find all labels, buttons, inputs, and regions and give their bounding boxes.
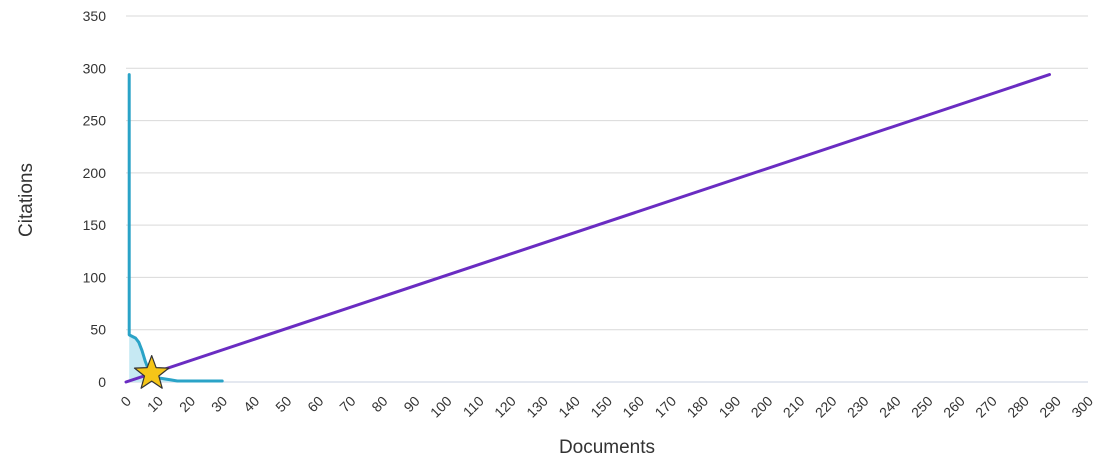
series-1-line: [124, 73, 1051, 384]
x-tick-label-80: 80: [368, 393, 390, 415]
x-tick-label-290: 290: [1036, 393, 1064, 421]
x-tick-label-110: 110: [460, 393, 487, 420]
x-tick-label-90: 90: [400, 393, 422, 415]
x-tick-label-230: 230: [844, 393, 872, 421]
x-tick-label-210: 210: [780, 393, 808, 421]
y-tick-label-350: 350: [83, 8, 107, 24]
x-tick-label-190: 190: [716, 393, 744, 421]
x-tick-label-50: 50: [272, 393, 294, 415]
x-tick-label-70: 70: [336, 393, 358, 415]
y-tick-label-50: 50: [90, 322, 106, 338]
x-tick-label-270: 270: [972, 393, 1000, 421]
y-tick-label-0: 0: [98, 374, 106, 390]
gridlines: [126, 15, 1088, 383]
x-tick-label-0: 0: [117, 393, 134, 410]
x-tick-label-20: 20: [176, 393, 198, 415]
x-tick-label-280: 280: [1004, 393, 1032, 421]
star-marker: [133, 355, 170, 389]
x-tick-label-170: 170: [651, 393, 679, 421]
x-tick-label-10: 10: [144, 393, 166, 415]
y-tick-label-250: 250: [83, 113, 107, 129]
y-tick-label-300: 300: [83, 60, 107, 76]
x-tick-label-130: 130: [523, 393, 551, 421]
y-axis-title: Citations: [16, 163, 37, 237]
x-tick-label-150: 150: [587, 393, 615, 421]
x-tick-label-300: 300: [1068, 393, 1096, 421]
y-tick-label-200: 200: [83, 165, 107, 181]
y-tick-label-150: 150: [83, 217, 107, 233]
x-tick-label-120: 120: [491, 393, 519, 421]
x-tick-label-140: 140: [555, 393, 583, 421]
x-tick-label-180: 180: [683, 393, 711, 421]
x-tick-label-40: 40: [240, 393, 262, 415]
y-axis: 0 50 100 150 200 250 300 350: [83, 8, 107, 390]
x-tick-label-220: 220: [812, 393, 840, 421]
x-axis: 0 10 20 30 40 50 60 70 80 90 100 110 120 130 140 150 160…: [117, 393, 1096, 421]
x-axis-title: Documents: [559, 437, 655, 458]
x-tick-label-30: 30: [208, 393, 230, 415]
x-tick-label-260: 260: [940, 393, 968, 421]
x-tick-label-250: 250: [908, 393, 936, 421]
series-layer: [124, 73, 1051, 389]
x-tick-label-240: 240: [876, 393, 904, 421]
x-tick-label-160: 160: [619, 393, 647, 421]
x-tick-label-100: 100: [427, 393, 455, 421]
x-tick-label-200: 200: [748, 393, 776, 421]
series-0-area: [129, 74, 223, 382]
x-tick-label-60: 60: [304, 393, 326, 415]
y-tick-label-100: 100: [83, 269, 107, 285]
